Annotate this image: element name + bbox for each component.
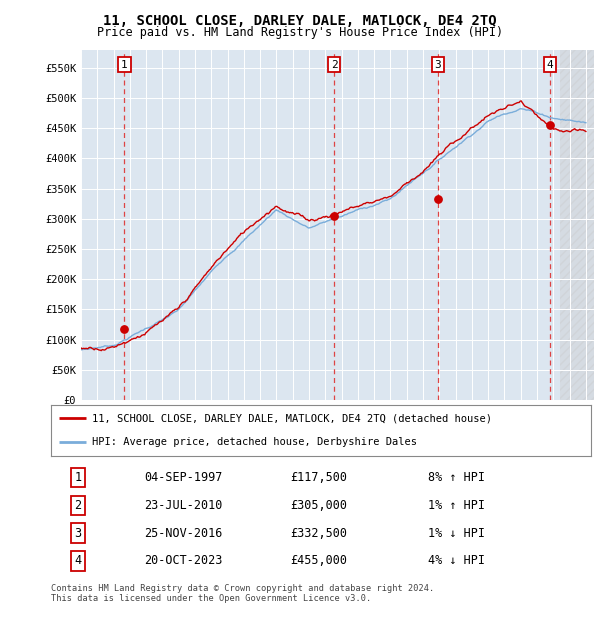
Text: 23-JUL-2010: 23-JUL-2010 [144, 499, 223, 512]
Text: 1% ↓ HPI: 1% ↓ HPI [427, 526, 485, 539]
Text: £117,500: £117,500 [290, 471, 347, 484]
Text: Price paid vs. HM Land Registry's House Price Index (HPI): Price paid vs. HM Land Registry's House … [97, 26, 503, 39]
Text: 11, SCHOOL CLOSE, DARLEY DALE, MATLOCK, DE4 2TQ (detached house): 11, SCHOOL CLOSE, DARLEY DALE, MATLOCK, … [91, 413, 491, 423]
Point [545, 120, 555, 130]
Text: 1: 1 [121, 60, 128, 69]
Text: £332,500: £332,500 [290, 526, 347, 539]
Text: 25-NOV-2016: 25-NOV-2016 [144, 526, 223, 539]
Text: 4: 4 [74, 554, 82, 567]
Point [433, 194, 442, 204]
Text: 1: 1 [74, 471, 82, 484]
Text: 04-SEP-1997: 04-SEP-1997 [144, 471, 223, 484]
Text: 3: 3 [74, 526, 82, 539]
Text: £305,000: £305,000 [290, 499, 347, 512]
Text: 8% ↑ HPI: 8% ↑ HPI [427, 471, 485, 484]
Text: £455,000: £455,000 [290, 554, 347, 567]
Text: 1% ↑ HPI: 1% ↑ HPI [427, 499, 485, 512]
Text: 2: 2 [74, 499, 82, 512]
Text: 11, SCHOOL CLOSE, DARLEY DALE, MATLOCK, DE4 2TQ: 11, SCHOOL CLOSE, DARLEY DALE, MATLOCK, … [103, 14, 497, 28]
Point [119, 324, 129, 334]
Text: Contains HM Land Registry data © Crown copyright and database right 2024.
This d: Contains HM Land Registry data © Crown c… [51, 584, 434, 603]
Text: HPI: Average price, detached house, Derbyshire Dales: HPI: Average price, detached house, Derb… [91, 438, 416, 448]
Text: 4: 4 [547, 60, 553, 69]
Bar [560, 50, 594, 400]
Text: 2: 2 [331, 60, 338, 69]
Text: 3: 3 [434, 60, 441, 69]
Point [329, 211, 339, 221]
Text: 4% ↓ HPI: 4% ↓ HPI [427, 554, 485, 567]
Text: 20-OCT-2023: 20-OCT-2023 [144, 554, 223, 567]
